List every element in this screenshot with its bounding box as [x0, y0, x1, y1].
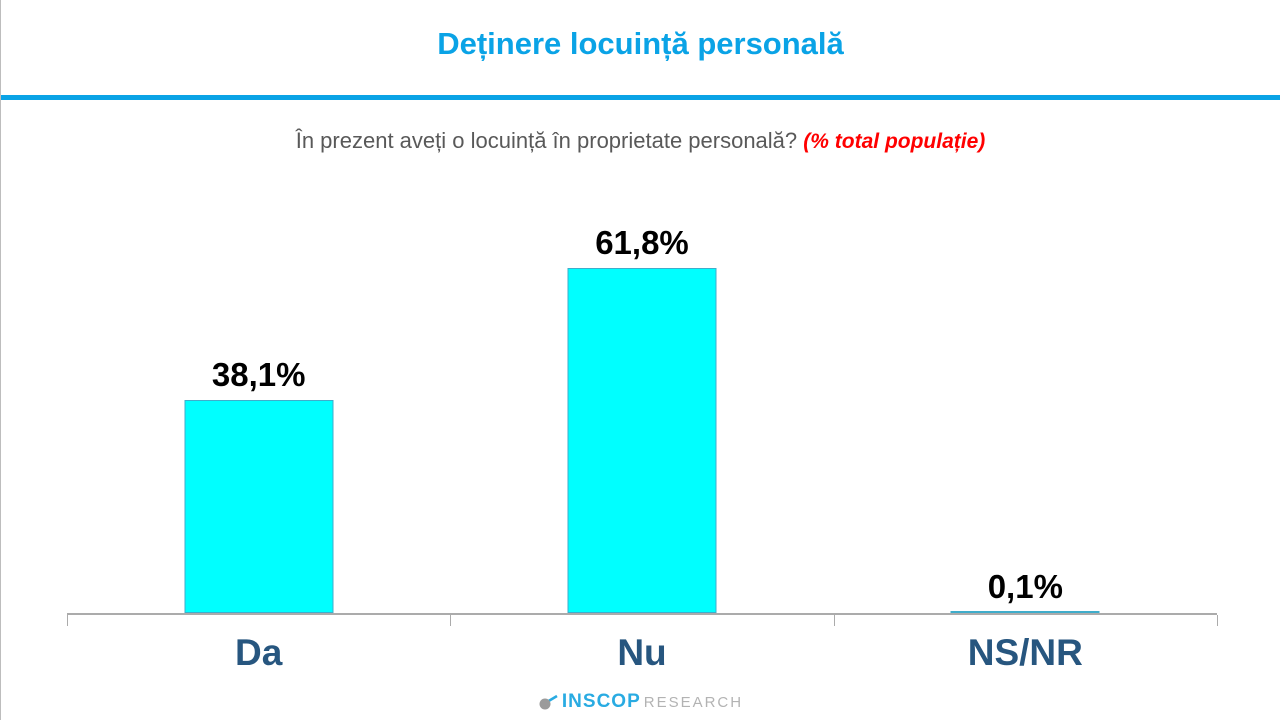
- category-label: Nu: [617, 632, 667, 673]
- bar: [184, 400, 334, 613]
- category-label: NS/NR: [967, 632, 1083, 673]
- x-axis-ticks: [67, 615, 1218, 626]
- bar: [567, 268, 717, 613]
- x-axis-category-labels: Da Nu NS/NR: [67, 632, 1217, 674]
- logo-pin-icon: [539, 694, 558, 709]
- inscop-research-logo: INSCOP RESEARCH: [1, 691, 1280, 713]
- bar-group-nu: 61,8%: [450, 200, 833, 613]
- category-label: Da: [235, 632, 283, 673]
- value-label: 0,1%: [987, 568, 1063, 605]
- x-axis-line: [67, 613, 1217, 615]
- header-divider: [1, 95, 1280, 100]
- axis-tick: [450, 615, 452, 626]
- axis-tick: [1217, 615, 1218, 626]
- bar-group-da: 38,1%: [67, 200, 450, 613]
- bar-group-nsnr: 0,1%: [834, 200, 1217, 613]
- axis-tick: [67, 615, 68, 626]
- logo-text-secondary: RESEARCH: [643, 693, 744, 711]
- survey-question-text: În prezent aveți o locuință în proprieta…: [295, 128, 798, 153]
- value-label: 38,1%: [211, 356, 306, 394]
- page-title: Deținere locuință personală: [437, 26, 844, 61]
- bar-chart-plot-area: 38,1% 61,8% 0,1%: [67, 200, 1217, 613]
- value-label: 61,8%: [595, 224, 689, 261]
- survey-question-note: (% total populație): [803, 130, 986, 153]
- logo-text-primary: INSCOP: [561, 691, 641, 712]
- bar: [950, 611, 1100, 613]
- survey-question: În prezent aveți o locuință în proprieta…: [1, 128, 1280, 154]
- axis-tick: [833, 615, 835, 626]
